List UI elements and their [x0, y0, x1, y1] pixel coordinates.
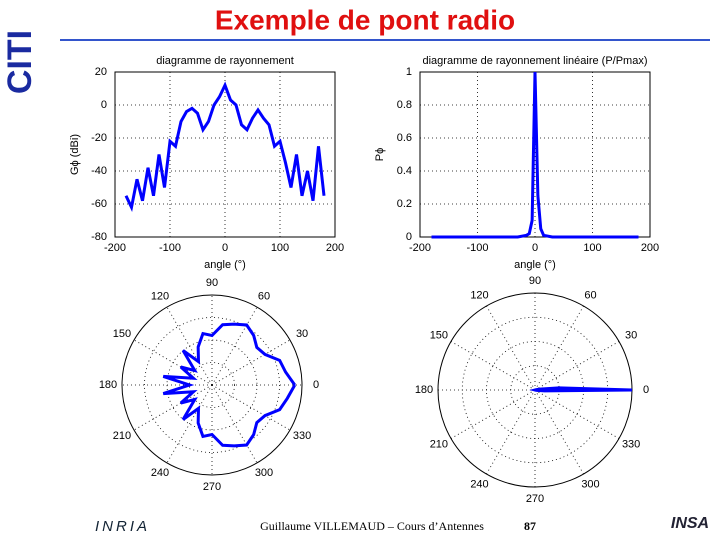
chart-title: diagramme de rayonnement linéaire (P/Pma…	[423, 55, 648, 67]
theta-label: 90	[529, 275, 541, 287]
theta-label: 90	[206, 277, 218, 289]
theta-label: 150	[430, 329, 448, 341]
y-tick-label: -80	[91, 231, 107, 243]
polar-spoke	[166, 306, 213, 386]
chart-title: diagramme de rayonnement	[156, 55, 294, 67]
theta-label: 30	[625, 329, 637, 341]
y-tick-label: 0.6	[397, 132, 412, 144]
polar-spoke	[211, 339, 291, 386]
polar-line	[529, 386, 633, 393]
logo-inria: INRIA	[95, 518, 150, 535]
data-line	[124, 81, 326, 213]
y-tick-label: -40	[91, 165, 107, 177]
polar-spoke	[211, 306, 258, 386]
polar-ring	[144, 317, 280, 453]
theta-label: 210	[113, 430, 131, 442]
polar-ring	[189, 362, 235, 408]
footer: Guillaume VILLEMAUD – Cours d’Antennes	[260, 519, 484, 533]
theta-label: 300	[255, 467, 273, 479]
x-tick-label: 0	[222, 242, 228, 254]
polar-spoke	[534, 341, 620, 391]
theta-label: 120	[151, 291, 169, 303]
x-tick-label: 200	[641, 242, 659, 254]
polar-spoke	[166, 384, 213, 464]
polar-spoke	[133, 384, 213, 431]
theta-label: 300	[581, 478, 599, 490]
polar-spoke	[211, 384, 258, 464]
logo-insa: INSA	[671, 515, 709, 532]
theta-label: 270	[526, 493, 544, 505]
slide-title: Exemple de pont radio	[215, 4, 515, 35]
x-axis-label: angle (°)	[204, 259, 246, 271]
theta-label: 120	[470, 290, 488, 302]
x-tick-label: -200	[104, 242, 126, 254]
polar-spoke	[486, 305, 536, 391]
polar-spoke	[211, 384, 291, 431]
theta-label: 30	[296, 328, 308, 340]
theta-label: 150	[113, 328, 131, 340]
y-tick-label: 0	[406, 231, 412, 243]
theta-label: 0	[313, 379, 319, 391]
y-tick-label: 0.8	[397, 99, 412, 111]
polar-frame	[121, 294, 303, 476]
theta-label: 210	[430, 438, 448, 450]
theta-label: 330	[622, 438, 640, 450]
y-axis-label: Pϕ	[374, 148, 386, 162]
theta-label: 240	[151, 467, 169, 479]
theta-label: 60	[258, 291, 270, 303]
y-tick-label: -60	[91, 198, 107, 210]
theta-label: 180	[99, 379, 117, 391]
y-tick-label: -20	[91, 132, 107, 144]
polar-spoke	[450, 389, 536, 439]
y-tick-label: 0.2	[397, 198, 412, 210]
theta-label: 60	[584, 290, 596, 302]
data-line	[431, 71, 639, 239]
polar-line	[162, 322, 297, 448]
x-tick-label: 100	[583, 242, 601, 254]
polar-spoke	[486, 389, 536, 475]
y-tick-label: 0	[101, 99, 107, 111]
theta-label: 240	[470, 478, 488, 490]
x-tick-label: 100	[271, 242, 289, 254]
x-tick-label: 200	[326, 242, 344, 254]
polar-spoke	[534, 389, 584, 475]
x-tick-label: -200	[409, 242, 431, 254]
polar-spoke	[133, 339, 213, 386]
x-axis-label: angle (°)	[514, 259, 556, 271]
y-tick-label: 1	[406, 66, 412, 78]
polar-spoke	[534, 389, 620, 439]
logo-box	[0, 0, 50, 135]
x-tick-label: 0	[532, 242, 538, 254]
x-tick-label: -100	[159, 242, 181, 254]
theta-label: 330	[293, 430, 311, 442]
logo-citi: CITI	[1, 30, 39, 94]
page-number: 87	[524, 519, 536, 533]
y-axis-label: Gϕ (dBi)	[69, 134, 81, 175]
polar-spoke	[450, 341, 536, 391]
polar-spoke	[534, 305, 584, 391]
theta-label: 270	[203, 481, 221, 493]
theta-label: 0	[643, 384, 649, 396]
y-tick-label: 0.4	[397, 165, 412, 177]
theta-label: 180	[415, 384, 433, 396]
y-tick-label: 20	[95, 66, 107, 78]
x-tick-label: -100	[466, 242, 488, 254]
